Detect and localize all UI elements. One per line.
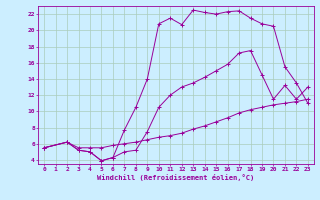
X-axis label: Windchill (Refroidissement éolien,°C): Windchill (Refroidissement éolien,°C) <box>97 174 255 181</box>
